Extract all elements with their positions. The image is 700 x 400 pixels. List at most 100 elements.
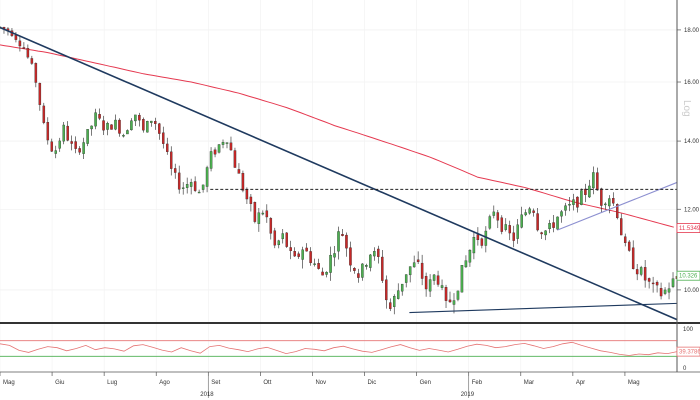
month-label: Lug — [107, 380, 117, 386]
candle-body — [448, 299, 452, 303]
candle-body — [265, 210, 269, 218]
candle-body — [520, 214, 523, 228]
candle-body — [293, 251, 296, 257]
ma-value-tag-text: 11.5349 — [679, 226, 700, 232]
candle-body — [122, 135, 125, 137]
candle-body — [540, 232, 543, 235]
candle-body — [249, 196, 253, 204]
candle-body — [257, 212, 261, 224]
candle-body — [616, 204, 619, 219]
candle-body — [66, 125, 69, 141]
last-price-tag-box — [676, 270, 700, 281]
candle-body — [456, 290, 460, 300]
candle-body — [58, 140, 61, 149]
candle-body — [169, 151, 173, 169]
candle-body — [30, 58, 34, 64]
candle-body — [181, 187, 185, 189]
candle-body — [285, 232, 288, 247]
candle-body — [500, 217, 504, 232]
candle-body — [373, 251, 376, 257]
candle-body — [532, 210, 535, 213]
candle-body — [14, 34, 18, 40]
candle-body — [209, 151, 213, 169]
price-axis: 18.00 16.00 14.00 12.00 10.00 — [676, 0, 700, 372]
candle-body — [237, 169, 241, 174]
candle-body — [596, 172, 599, 191]
candle-body — [118, 119, 121, 134]
candle-body — [432, 274, 436, 281]
candle-body — [18, 40, 22, 47]
candle-body — [221, 142, 225, 145]
candle-body — [90, 125, 93, 130]
candle-body — [50, 141, 54, 152]
candle-body — [281, 233, 284, 240]
candle-body — [54, 150, 58, 154]
year-label: 2018 — [200, 392, 214, 398]
candle-body — [62, 124, 65, 142]
candle-body — [110, 124, 113, 130]
month-label: Ott — [263, 380, 271, 386]
candle-body — [480, 238, 484, 246]
candle-body — [365, 265, 368, 267]
candle-body — [504, 224, 508, 230]
candle-body — [74, 141, 77, 149]
candle-body — [337, 231, 340, 252]
candle-body — [126, 130, 129, 135]
candle-body — [623, 236, 627, 244]
month-label: Gen — [420, 380, 431, 386]
candle-body — [576, 196, 579, 208]
candle-body — [460, 265, 464, 293]
candle-body — [138, 114, 141, 121]
candle-body — [177, 172, 181, 190]
candle-body — [572, 199, 575, 205]
candle-body — [420, 262, 424, 279]
osc-value-tag-box — [676, 346, 700, 357]
candle-body — [173, 168, 177, 173]
month-label: Set — [211, 380, 220, 386]
candle-body — [361, 263, 364, 278]
candle-body — [277, 240, 281, 246]
candle-body — [492, 211, 496, 216]
candle-body — [213, 149, 217, 155]
candle-body — [253, 202, 257, 222]
candle-body — [297, 253, 300, 257]
last-price-tag-text: 10.326 — [679, 274, 698, 280]
candle-body — [341, 234, 344, 236]
candle-body — [560, 211, 563, 217]
candle-body — [357, 273, 360, 278]
candle-body — [412, 262, 416, 268]
candle-body — [102, 120, 105, 131]
candle-body — [150, 120, 153, 123]
time-axis: Mag Giu Lug Ago Set Ott Nov Dic Gen Feb Mar Apr Mag 2… — [0, 372, 640, 398]
candle-body — [193, 181, 197, 191]
month-label: Dic — [368, 380, 377, 386]
candle-body — [353, 268, 356, 271]
candle-body — [512, 232, 515, 241]
candle-body — [142, 119, 145, 131]
candle-body — [408, 266, 412, 276]
candle-body — [508, 225, 511, 234]
candle-body — [166, 143, 169, 152]
candle-body — [393, 296, 396, 307]
candle-body — [233, 150, 237, 168]
candle-body — [201, 184, 205, 190]
candle-body — [671, 278, 675, 287]
candle-body — [94, 112, 97, 127]
candle-body — [588, 185, 591, 198]
candle-body — [321, 271, 324, 276]
oscillator-line — [0, 341, 678, 356]
candle-body — [651, 282, 655, 285]
month-label: Feb — [472, 380, 483, 386]
candle-body — [34, 63, 38, 83]
candle-body — [38, 82, 42, 105]
candle-body — [647, 278, 651, 282]
candle-body — [217, 144, 221, 153]
candle-body — [400, 283, 404, 292]
scale-watermark: Log — [681, 100, 692, 117]
moving-average-line — [0, 44, 674, 228]
candle-body — [189, 182, 193, 187]
candle-body — [464, 260, 468, 268]
candle-body — [26, 48, 30, 58]
